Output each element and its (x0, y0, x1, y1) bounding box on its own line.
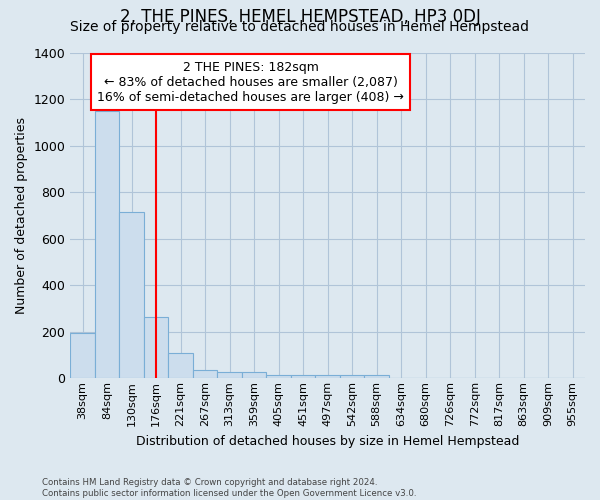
Y-axis label: Number of detached properties: Number of detached properties (15, 117, 28, 314)
Bar (340, 375, 364, 378)
Bar (119, 212, 144, 378)
Bar (217, 372, 242, 378)
Bar (266, 375, 291, 378)
Text: 2 THE PINES: 182sqm
← 83% of detached houses are smaller (2,087)
16% of semi-det: 2 THE PINES: 182sqm ← 83% of detached ho… (97, 60, 404, 104)
X-axis label: Distribution of detached houses by size in Hemel Hempstead: Distribution of detached houses by size … (136, 434, 520, 448)
Bar (364, 375, 389, 378)
Text: 2, THE PINES, HEMEL HEMPSTEAD, HP3 0DJ: 2, THE PINES, HEMEL HEMPSTEAD, HP3 0DJ (119, 8, 481, 26)
Bar (316, 375, 340, 378)
Bar (193, 370, 217, 378)
Bar (144, 316, 169, 378)
Text: Contains HM Land Registry data © Crown copyright and database right 2024.
Contai: Contains HM Land Registry data © Crown c… (42, 478, 416, 498)
Bar (70, 334, 95, 378)
Text: Size of property relative to detached houses in Hemel Hempstead: Size of property relative to detached ho… (71, 20, 530, 34)
Bar (291, 375, 316, 378)
Bar (95, 111, 119, 378)
Bar (169, 352, 193, 378)
Bar (242, 372, 266, 378)
